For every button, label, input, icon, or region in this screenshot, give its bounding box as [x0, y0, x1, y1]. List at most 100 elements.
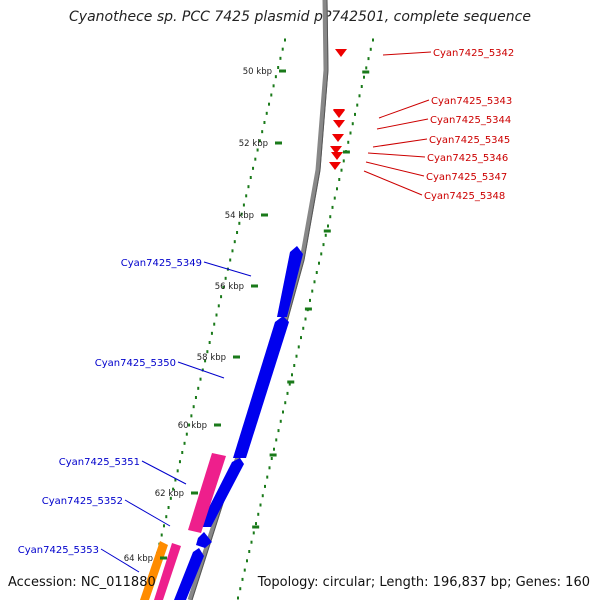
reverse-gene-label: Cyan7425_5344 [430, 115, 511, 126]
gc-tick [248, 550, 251, 553]
gc-tick [351, 122, 354, 126]
outer-scale-tick [323, 229, 331, 233]
gc-tick [167, 506, 170, 509]
outer-tick-track [237, 38, 374, 600]
scale-tick [233, 355, 240, 359]
reverse-gene-label: Cyan7425_5347 [426, 172, 507, 183]
gc-tick [277, 66, 280, 69]
gc-tick [241, 577, 244, 581]
gc-tick [279, 419, 282, 423]
scale-label: 52 kbp [239, 139, 268, 149]
gc-tick [178, 460, 181, 464]
gc-tick [190, 414, 193, 418]
map-title: Cyanothece sp. PCC 7425 plasmid pP742501… [69, 9, 531, 25]
scale-tick [160, 556, 167, 560]
gc-tick [318, 261, 320, 265]
forward-label-leader [141, 460, 187, 485]
gc-tick [354, 112, 356, 116]
gc-tick [246, 559, 248, 563]
outer-scale-tick [252, 525, 260, 529]
outer-scale-tick [342, 150, 350, 154]
gc-tick [165, 515, 168, 519]
gc-tick [338, 178, 341, 181]
gc-tick [258, 139, 261, 143]
scale-label: 64 kbp [124, 554, 153, 564]
gc-tick [336, 187, 338, 191]
gene-arrow-5349 [277, 246, 303, 317]
gc-tick [297, 345, 300, 349]
gc-tick [224, 276, 227, 280]
gc-tick [331, 205, 334, 209]
reverse-gene-arrow [331, 152, 343, 160]
gc-tick [233, 240, 236, 244]
gc-tick [295, 354, 298, 358]
reverse-gene-arrow [333, 120, 345, 128]
reverse-gene-arrow [330, 146, 342, 154]
forward-gene-label: Cyan7425_5351 [59, 457, 140, 468]
gc-tick [261, 130, 264, 134]
gc-tick [270, 93, 273, 97]
gc-tick [176, 469, 179, 473]
gc-tick [247, 185, 250, 189]
gc-tick [322, 243, 325, 247]
gc-tick [291, 373, 293, 377]
scale-labels: 50 kbp 52 kbp 54 kbp 56 kbp 58 kbp 60 kbp 62 k… [124, 67, 370, 564]
gc-tick [256, 148, 259, 152]
gc-tick [284, 401, 287, 405]
gc-tick [268, 466, 271, 470]
gc-tick [363, 75, 365, 79]
gc-tick [356, 103, 359, 107]
reverse-label-leader [365, 161, 425, 177]
topology-summary: Topology: circular; Length: 196,837 bp; … [257, 575, 590, 590]
forward-label-leader [203, 261, 252, 277]
gc-tick [204, 359, 207, 363]
gc-tick [282, 410, 284, 414]
gc-tick [236, 231, 239, 234]
gc-tick [249, 176, 252, 179]
gc-tick [231, 249, 234, 253]
reverse-gene-label: Cyan7425_5348 [424, 191, 505, 202]
scale-tick [261, 213, 268, 217]
gc-tick [340, 168, 343, 172]
accession-text: Accession: NC_011880 [8, 575, 156, 590]
gc-tick [284, 38, 286, 42]
reverse-label-leader [363, 170, 423, 196]
outer-scale-tick [362, 70, 370, 74]
forward-label-leader [177, 361, 225, 379]
gc-tick [238, 221, 241, 225]
reverse-label-leader [372, 138, 428, 148]
gc-tick [286, 391, 289, 395]
gc-tick [268, 102, 271, 106]
reverse-gene-arrow [332, 134, 344, 142]
gc-tick [239, 587, 242, 591]
label-leader-lines [100, 51, 432, 573]
scale-label: 62 kbp [155, 489, 184, 499]
gc-tick [263, 121, 266, 124]
gc-tick [349, 131, 352, 135]
gc-tick [275, 438, 278, 442]
orange-feature-5353 [140, 541, 168, 600]
reverse-gene-label: Cyan7425_5342 [433, 48, 514, 59]
gene-features [140, 49, 347, 600]
gc-tick [229, 258, 232, 262]
scale-label: 56 kbp [215, 282, 244, 292]
gc-tick [277, 429, 280, 433]
gc-tick [250, 540, 253, 544]
gc-tick [288, 382, 291, 386]
reverse-gene-label: Cyan7425_5346 [427, 153, 508, 164]
scale-label: 60 kbp [178, 421, 207, 431]
forward-label-leader [100, 548, 140, 573]
gc-tick [194, 396, 197, 399]
forward-gene-label: Cyan7425_5350 [95, 358, 176, 369]
gc-tick [272, 84, 275, 88]
gene-arrow-5351-strand [199, 458, 244, 527]
outer-scale-tick [269, 453, 277, 457]
gc-tick [327, 224, 329, 228]
gc-tick [245, 194, 248, 198]
gc-tick [222, 286, 225, 289]
reverse-gene-label: Cyan7425_5343 [431, 96, 512, 107]
forward-gene-label: Cyan7425_5349 [121, 258, 202, 269]
forward-label-leader [124, 499, 171, 527]
gc-tick [309, 298, 311, 302]
gc-tick [270, 457, 273, 460]
